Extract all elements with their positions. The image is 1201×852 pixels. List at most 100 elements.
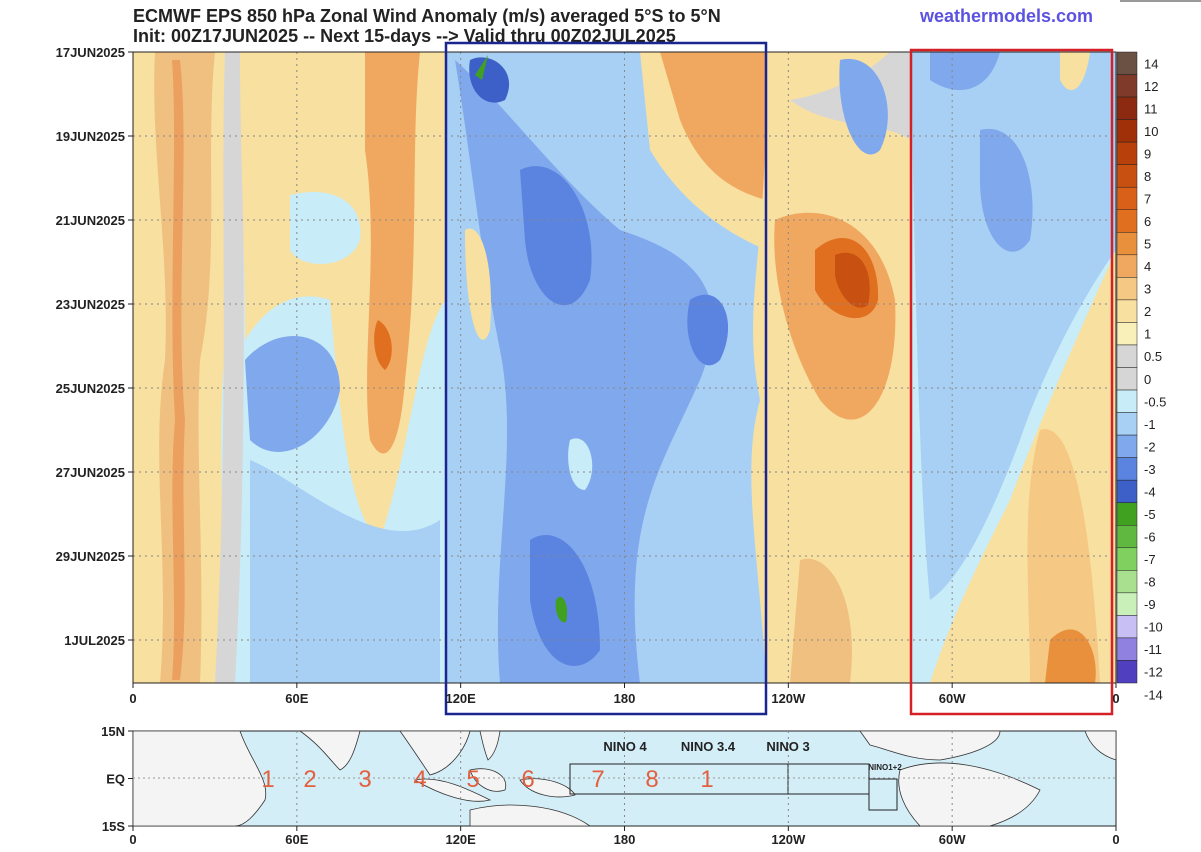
x-label: 0 — [129, 691, 136, 706]
nino-label: NINO 3 — [766, 739, 809, 754]
y-label: 23JUN2025 — [56, 297, 125, 312]
new-guinea — [519, 778, 576, 798]
y-label: 29JUN2025 — [56, 549, 125, 564]
colorbar-label: -3 — [1144, 462, 1156, 477]
colorbar-swatch — [1116, 164, 1138, 188]
x-label: 0 — [1112, 691, 1119, 706]
colorbar-swatch — [1116, 299, 1138, 323]
map-y-label: 15N — [101, 724, 125, 739]
colorbar-label: 10 — [1144, 124, 1158, 139]
colorbar-label: 7 — [1144, 191, 1151, 206]
nino12-box — [868, 778, 898, 811]
y-label: 25JUN2025 — [56, 381, 125, 396]
colorbar-label: -1 — [1144, 417, 1156, 432]
y-label: 1JUL2025 — [64, 633, 125, 648]
colorbar-swatch — [1116, 502, 1138, 526]
map-x-label: 0 — [129, 832, 136, 847]
colorbar-swatch — [1116, 74, 1138, 98]
colorbar-swatch — [1116, 615, 1138, 639]
phase-label: 2 — [303, 766, 316, 793]
y-label: 17JUN2025 — [56, 45, 125, 60]
contour — [790, 558, 852, 683]
contour — [1045, 629, 1096, 683]
map-x-label: 60W — [939, 832, 966, 847]
colorbar-label: -14 — [1144, 687, 1163, 702]
sumatra — [413, 778, 492, 802]
contour — [980, 128, 1033, 252]
x-label: 60E — [285, 691, 308, 706]
title: ECMWF EPS 850 hPa Zonal Wind Anomaly (m/… — [133, 6, 721, 26]
colorbar-label: 2 — [1144, 304, 1151, 319]
x-label: 120W — [771, 691, 806, 706]
x-label: 120E — [445, 691, 476, 706]
colorbar-swatch — [1116, 367, 1138, 391]
colorbar-label: 1 — [1144, 327, 1151, 342]
colorbar-swatch — [1116, 637, 1138, 661]
map-x-label: 60E — [285, 832, 308, 847]
colorbar-swatch — [1116, 660, 1138, 684]
contour — [290, 192, 361, 264]
phase-label: 7 — [591, 766, 604, 793]
india — [298, 730, 361, 771]
colorbar-swatch — [1116, 141, 1138, 165]
colorbar-label: 6 — [1144, 214, 1151, 229]
colorbar-label: 4 — [1144, 259, 1151, 274]
contour — [374, 320, 392, 370]
phase-label: 1 — [261, 766, 274, 793]
phase-label: 1 — [700, 766, 713, 793]
map-labels: 15N EQ 15S 0 60E 120E 180 120W 60W 0 NINO 4 NINO 3.… — [101, 724, 1119, 847]
contour — [250, 460, 440, 683]
contour — [245, 336, 340, 452]
map-x-label: 0 — [1112, 832, 1119, 847]
contour — [215, 52, 245, 683]
phase-label: 3 — [358, 766, 371, 793]
colorbar-swatch — [1116, 344, 1138, 368]
colorbar-swatch — [1116, 209, 1138, 233]
colorbar-swatch — [1116, 389, 1138, 413]
red-box — [909, 48, 1114, 716]
contour — [555, 596, 568, 623]
contour — [1060, 52, 1090, 91]
colorbar-label: 12 — [1144, 79, 1158, 94]
watermark: weathermodels.com — [919, 6, 1093, 26]
colorbar-label: -0.5 — [1144, 394, 1166, 409]
y-label: 27JUN2025 — [56, 465, 125, 480]
x-label: 60W — [939, 691, 966, 706]
nino-label: NINO 3.4 — [681, 739, 736, 754]
colorbar-label: -11 — [1144, 642, 1162, 657]
colorbar-swatch — [1116, 119, 1138, 143]
colorbar-swatch — [1116, 479, 1138, 503]
colorbar-swatch — [1116, 434, 1138, 458]
contour — [835, 252, 870, 308]
central-america — [859, 730, 1001, 761]
contour-field — [133, 52, 1116, 683]
colorbar-swatch — [1116, 457, 1138, 481]
map-y-label: EQ — [106, 772, 125, 787]
map-y-label: 15S — [102, 819, 125, 834]
colorbar-swatch — [1116, 322, 1138, 346]
colorbar-swatch — [1116, 592, 1138, 616]
colorbar-label: 0 — [1144, 372, 1151, 387]
map-x-label: 180 — [614, 832, 636, 847]
contour — [520, 166, 592, 306]
colorbar-swatch — [1116, 547, 1138, 571]
colorbar-label: -12 — [1144, 665, 1163, 680]
contour — [930, 52, 1000, 91]
south-america — [898, 762, 1041, 827]
contour — [455, 60, 713, 683]
contour — [172, 60, 185, 680]
colorbar-label: 0.5 — [1144, 349, 1162, 364]
nino-label: NINO 4 — [603, 739, 647, 754]
colorbar-label: 14 — [1144, 56, 1158, 71]
x-label: 180 — [614, 691, 636, 706]
colorbar-label: -2 — [1144, 439, 1156, 454]
contour — [568, 438, 593, 490]
colorbar-label: -8 — [1144, 575, 1156, 590]
colorbar-label: -9 — [1144, 597, 1156, 612]
colorbar-label: 3 — [1144, 282, 1151, 297]
contour — [660, 52, 766, 200]
borneo — [469, 768, 507, 792]
colorbar-label: 11 — [1144, 101, 1158, 116]
y-label: 21JUN2025 — [56, 213, 125, 228]
map-x-label: 120W — [771, 832, 806, 847]
